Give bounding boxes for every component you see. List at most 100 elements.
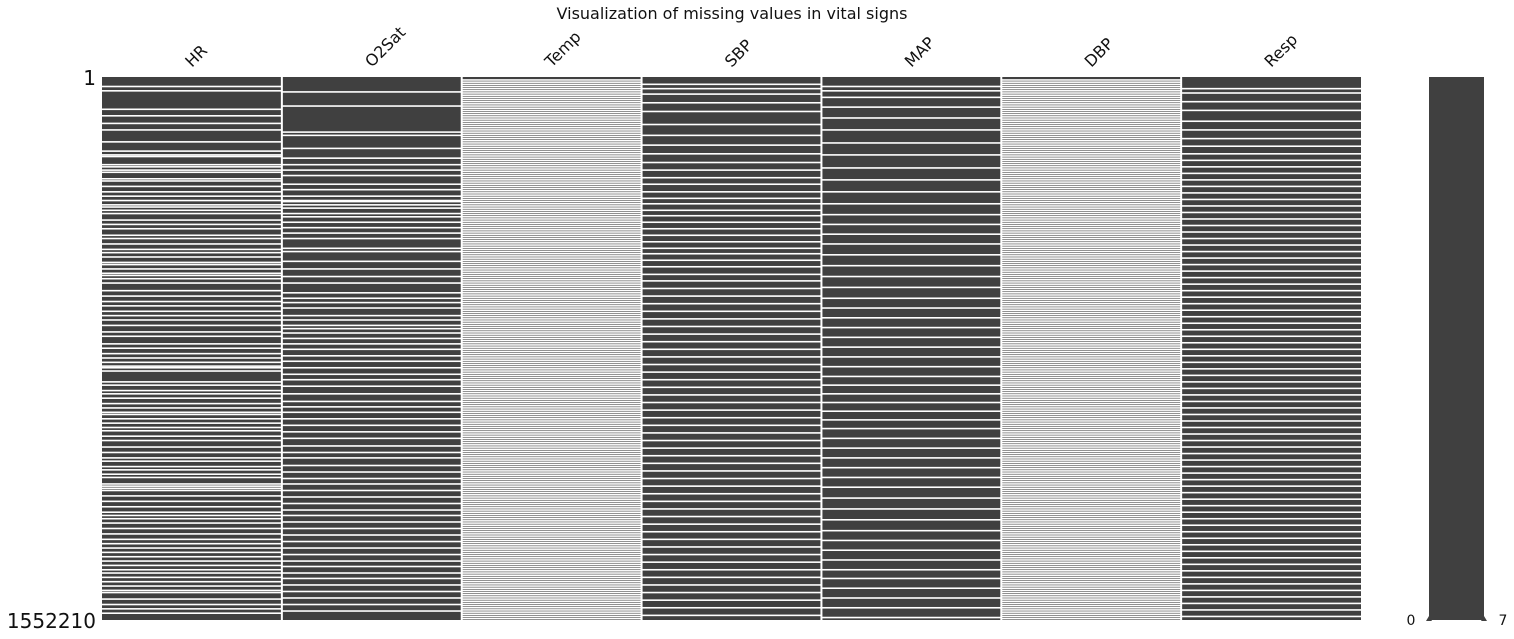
missing-row-mark bbox=[461, 435, 642, 437]
missing-row-mark bbox=[281, 603, 462, 606]
missing-row-mark bbox=[461, 543, 642, 546]
missing-row-mark bbox=[821, 587, 1002, 590]
missing-row-mark bbox=[461, 374, 642, 377]
missing-row-mark bbox=[821, 419, 1002, 421]
missing-row-mark bbox=[1001, 400, 1182, 403]
missing-row-mark bbox=[1181, 517, 1361, 520]
missing-row-mark bbox=[102, 500, 282, 503]
missing-row-mark bbox=[1001, 287, 1182, 290]
missing-row-mark bbox=[461, 272, 642, 275]
missing-row-mark bbox=[1181, 524, 1361, 527]
missing-row-mark bbox=[102, 204, 282, 206]
missing-row-mark bbox=[102, 155, 282, 158]
missing-row-mark bbox=[102, 305, 282, 307]
missing-row-mark bbox=[461, 350, 642, 353]
missing-row-mark bbox=[1181, 478, 1361, 481]
missing-row-mark bbox=[461, 294, 642, 296]
missing-row-mark bbox=[461, 339, 642, 342]
missing-row-mark bbox=[1001, 515, 1182, 518]
missing-row-mark bbox=[461, 116, 642, 118]
missing-row-mark bbox=[281, 418, 462, 420]
missing-row-mark bbox=[1001, 279, 1182, 281]
missing-row-mark bbox=[281, 514, 462, 517]
missing-row-mark bbox=[461, 135, 642, 138]
missing-row-mark bbox=[641, 356, 822, 358]
missing-row-mark bbox=[281, 565, 462, 568]
missing-row-mark bbox=[1001, 113, 1182, 116]
missing-row-mark bbox=[1001, 265, 1182, 268]
missing-row-mark bbox=[1001, 500, 1182, 503]
missing-row-mark bbox=[821, 254, 1002, 256]
missing-row-mark bbox=[1001, 322, 1182, 325]
missing-row-mark bbox=[1181, 179, 1361, 181]
missing-row-mark bbox=[281, 411, 462, 414]
missing-row-mark bbox=[1001, 335, 1182, 338]
missing-row-mark bbox=[641, 432, 822, 434]
missing-row-mark bbox=[461, 159, 642, 162]
missing-row-mark bbox=[641, 333, 822, 335]
missing-row-mark bbox=[821, 356, 1002, 358]
missing-row-mark bbox=[641, 197, 822, 200]
missing-row-mark bbox=[1001, 270, 1182, 272]
missing-row-mark bbox=[1001, 337, 1182, 340]
missing-row-mark bbox=[461, 565, 642, 568]
missing-row-mark bbox=[1001, 237, 1182, 240]
missing-row-mark bbox=[1001, 163, 1182, 166]
missing-row-mark bbox=[1001, 181, 1182, 183]
missing-row-mark bbox=[461, 220, 642, 222]
missing-row-mark bbox=[1181, 465, 1361, 468]
missing-row-mark bbox=[461, 480, 642, 483]
missing-row-mark bbox=[1001, 381, 1182, 383]
missing-row-mark bbox=[461, 161, 642, 164]
missing-row-mark bbox=[1001, 407, 1182, 409]
missing-row-mark bbox=[641, 101, 822, 104]
missing-row-mark bbox=[1001, 289, 1182, 292]
missing-row-mark bbox=[1001, 435, 1182, 437]
missing-row-mark bbox=[641, 209, 822, 212]
missing-row-mark bbox=[641, 87, 822, 90]
missing-row-mark bbox=[102, 185, 282, 188]
missing-row-mark bbox=[641, 318, 822, 320]
missing-row-mark bbox=[102, 585, 282, 587]
missing-row-mark bbox=[461, 118, 642, 120]
chart-title: Visualization of missing values in vital… bbox=[557, 4, 908, 23]
missing-row-mark bbox=[641, 280, 822, 282]
column-label-map: MAP bbox=[901, 33, 939, 71]
missing-row-mark bbox=[102, 413, 282, 416]
missing-row-mark bbox=[1001, 533, 1182, 535]
missing-row-mark bbox=[821, 437, 1002, 440]
missing-row-mark bbox=[821, 286, 1002, 289]
column-map bbox=[820, 77, 1002, 620]
missing-row-mark bbox=[461, 131, 642, 133]
missing-row-mark bbox=[461, 318, 642, 320]
column-separator bbox=[820, 77, 823, 620]
missing-row-mark bbox=[1001, 283, 1182, 285]
missing-row-mark bbox=[461, 459, 642, 461]
missing-row-mark bbox=[821, 96, 1002, 99]
missing-row-mark bbox=[1001, 276, 1182, 279]
missing-row-mark bbox=[281, 445, 462, 447]
missing-row-mark bbox=[1181, 576, 1361, 579]
missing-row-mark bbox=[1001, 491, 1182, 494]
missing-row-mark bbox=[461, 463, 642, 466]
missing-row-mark bbox=[461, 387, 642, 390]
missing-row-mark bbox=[461, 602, 642, 605]
missing-row-mark bbox=[102, 180, 282, 182]
missing-row-mark bbox=[281, 597, 462, 599]
missing-row-mark bbox=[281, 584, 462, 586]
column-o2sat bbox=[280, 77, 462, 620]
missing-row-mark bbox=[461, 257, 642, 259]
missing-row-mark bbox=[461, 557, 642, 559]
missing-row-mark bbox=[281, 199, 462, 202]
missing-row-mark bbox=[1001, 552, 1182, 555]
missing-row-mark bbox=[1001, 389, 1182, 392]
missing-row-mark bbox=[102, 141, 282, 143]
missing-row-mark bbox=[461, 368, 642, 370]
missing-row-mark bbox=[461, 81, 642, 83]
missing-row-mark bbox=[461, 415, 642, 418]
missing-row-mark bbox=[461, 372, 642, 374]
missing-row-mark bbox=[461, 385, 642, 388]
missing-row-mark bbox=[1001, 196, 1182, 199]
missing-row-mark bbox=[821, 384, 1002, 386]
missing-row-mark bbox=[821, 154, 1002, 156]
